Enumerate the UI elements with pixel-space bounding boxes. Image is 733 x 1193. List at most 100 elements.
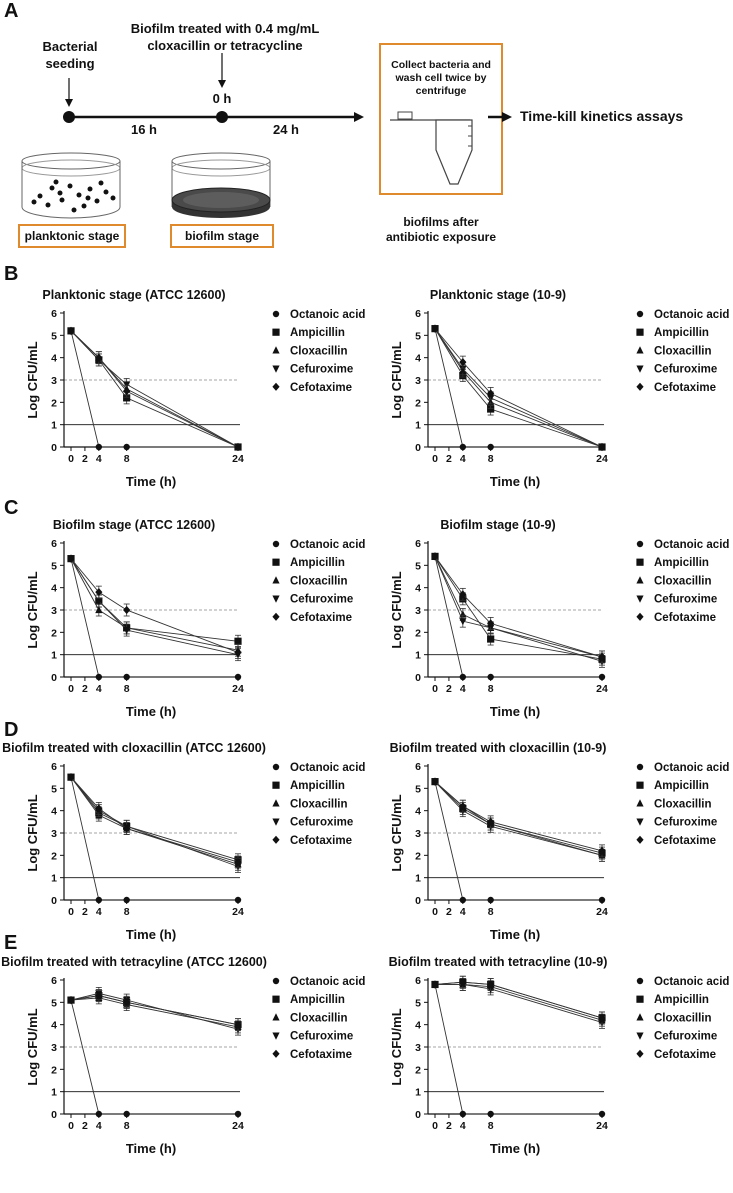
data-point-cloxacillin bbox=[95, 605, 103, 614]
legend-marker-cefotaxime bbox=[636, 835, 644, 844]
legend-marker-octanoic-acid bbox=[636, 977, 644, 985]
data-point-octanoic-acid bbox=[459, 673, 467, 681]
panel-label-b: B bbox=[4, 263, 19, 285]
legend-label-cefotaxime: Cefotaxime bbox=[654, 612, 716, 624]
data-point-octanoic-acid bbox=[459, 443, 467, 451]
y-tick-label: 2 bbox=[51, 850, 57, 862]
legend-marker-cefuroxime bbox=[636, 818, 644, 826]
data-point-cefuroxime bbox=[459, 618, 467, 626]
data-point-cefotaxime bbox=[234, 1020, 242, 1029]
series-line-ampicillin bbox=[70, 776, 239, 861]
legend-marker-ampicillin bbox=[272, 328, 280, 336]
chart-clox-10-9: Biofilm treated with cloxacillin (10-9) 0… bbox=[389, 741, 729, 942]
series-line-cefotaxime bbox=[434, 981, 603, 1019]
x-tick-label: 2 bbox=[446, 1120, 452, 1132]
x-tick-label: 4 bbox=[96, 1120, 102, 1132]
y-tick-label: 0 bbox=[415, 1109, 421, 1121]
y-tick-label: 0 bbox=[415, 442, 421, 454]
data-point-octanoic-acid bbox=[487, 896, 494, 904]
series-line-octanoic-acid bbox=[70, 330, 238, 448]
treatment-line-1: Biofilm treated with 0.4 mg/mL bbox=[130, 21, 320, 36]
legend-marker-cefotaxime bbox=[636, 1049, 644, 1058]
series-cefotaxime bbox=[431, 552, 606, 664]
chart-title: Planktonic stage (ATCC 12600) bbox=[42, 288, 225, 302]
x-axis-label: Time (h) bbox=[490, 1141, 540, 1156]
legend-label-cefotaxime: Cefotaxime bbox=[654, 382, 716, 394]
legend-marker-ampicillin bbox=[636, 995, 644, 1003]
x-tick-label: 4 bbox=[96, 453, 102, 465]
y-tick-label: 0 bbox=[51, 672, 57, 684]
x-tick-label: 0 bbox=[432, 683, 438, 695]
legend-marker-ampicillin bbox=[272, 781, 280, 789]
x-tick-label: 0 bbox=[68, 683, 74, 695]
x-tick-label: 8 bbox=[124, 1120, 130, 1132]
series-octanoic-acid bbox=[431, 778, 606, 904]
data-point-cefotaxime bbox=[234, 857, 242, 867]
legend-label-cloxacillin: Cloxacillin bbox=[654, 798, 712, 810]
legend-marker-cefotaxime bbox=[272, 835, 280, 844]
legend-marker-cefotaxime bbox=[636, 612, 644, 621]
assay-label: Time-kill kinetics assays bbox=[520, 108, 684, 124]
y-tick-label: 4 bbox=[415, 806, 421, 818]
data-point-octanoic-acid bbox=[123, 896, 130, 904]
legend-label-cefotaxime: Cefotaxime bbox=[290, 1049, 352, 1061]
data-point-cefotaxime bbox=[431, 324, 439, 333]
y-tick-label: 4 bbox=[51, 806, 57, 818]
data-point-ampicillin bbox=[234, 637, 242, 645]
x-tick-label: 24 bbox=[596, 683, 608, 695]
legend-label-cefotaxime: Cefotaxime bbox=[290, 382, 352, 394]
series-cloxacillin bbox=[67, 991, 242, 1034]
legend-label-octanoic-acid: Octanoic acid bbox=[290, 309, 365, 321]
data-point-cefotaxime bbox=[123, 824, 131, 833]
x-tick-label: 4 bbox=[460, 453, 466, 465]
y-tick-label: 1 bbox=[51, 420, 57, 432]
y-tick-label: 4 bbox=[415, 1020, 421, 1032]
after-exposure-label: biofilms after antibiotic exposure bbox=[376, 215, 506, 245]
data-point-octanoic-acid bbox=[598, 896, 606, 904]
series-ampicillin bbox=[67, 773, 242, 867]
legend-label-octanoic-acid: Octanoic acid bbox=[654, 539, 729, 551]
x-tick-label: 4 bbox=[460, 683, 466, 695]
data-point-cefuroxime bbox=[459, 365, 467, 373]
x-axis-label: Time (h) bbox=[490, 474, 540, 489]
legend-label-octanoic-acid: Octanoic acid bbox=[654, 762, 729, 774]
y-tick-label: 0 bbox=[415, 672, 421, 684]
legend-marker-ampicillin bbox=[636, 781, 644, 789]
legend-label-cefotaxime: Cefotaxime bbox=[654, 1049, 716, 1061]
series-line-cloxacillin bbox=[70, 558, 239, 651]
x-tick-label: 2 bbox=[446, 683, 452, 695]
y-tick-label: 5 bbox=[51, 997, 57, 1009]
chart-title: Biofilm stage (10-9) bbox=[440, 518, 555, 532]
y-axis-label: Log CFU/mL bbox=[389, 571, 404, 648]
x-tick-label: 8 bbox=[488, 453, 494, 465]
legend-label-cloxacillin: Cloxacillin bbox=[290, 575, 348, 587]
series-line-cefuroxime bbox=[70, 330, 239, 448]
y-tick-label: 0 bbox=[51, 1109, 57, 1121]
chart-tetra-10-9: Biofilm treated with tetracyline (10-9) 0… bbox=[389, 955, 730, 1156]
y-axis-label: Log CFU/mL bbox=[25, 794, 40, 871]
series-line-cefuroxime bbox=[434, 556, 603, 662]
series-line-cefotaxime bbox=[70, 776, 239, 863]
data-point-cefotaxime bbox=[598, 1013, 606, 1023]
legend-marker-octanoic-acid bbox=[272, 540, 280, 548]
treatment-arrowhead bbox=[218, 80, 226, 88]
planktonic-stage-label: planktonic stage bbox=[18, 224, 126, 248]
y-tick-label: 3 bbox=[51, 828, 57, 840]
legend-marker-cefuroxime bbox=[272, 365, 280, 373]
legend-marker-ampicillin bbox=[636, 558, 644, 566]
x-tick-label: 8 bbox=[124, 683, 130, 695]
treatment-line-2: cloxacillin or tetracycline bbox=[147, 38, 303, 53]
y-tick-label: 1 bbox=[51, 1087, 57, 1099]
series-octanoic-acid bbox=[431, 553, 606, 681]
after-line-1: biofilms after bbox=[403, 215, 479, 229]
x-axis-label: Time (h) bbox=[490, 704, 540, 719]
data-point-octanoic-acid bbox=[234, 896, 242, 904]
legend-marker-cloxacillin bbox=[636, 576, 644, 584]
y-tick-label: 3 bbox=[51, 605, 57, 617]
y-tick-label: 2 bbox=[415, 850, 421, 862]
x-axis-label: Time (h) bbox=[126, 927, 176, 942]
series-line-ampicillin bbox=[434, 328, 603, 448]
legend-marker-cloxacillin bbox=[272, 346, 280, 354]
x-axis-label: Time (h) bbox=[490, 927, 540, 942]
